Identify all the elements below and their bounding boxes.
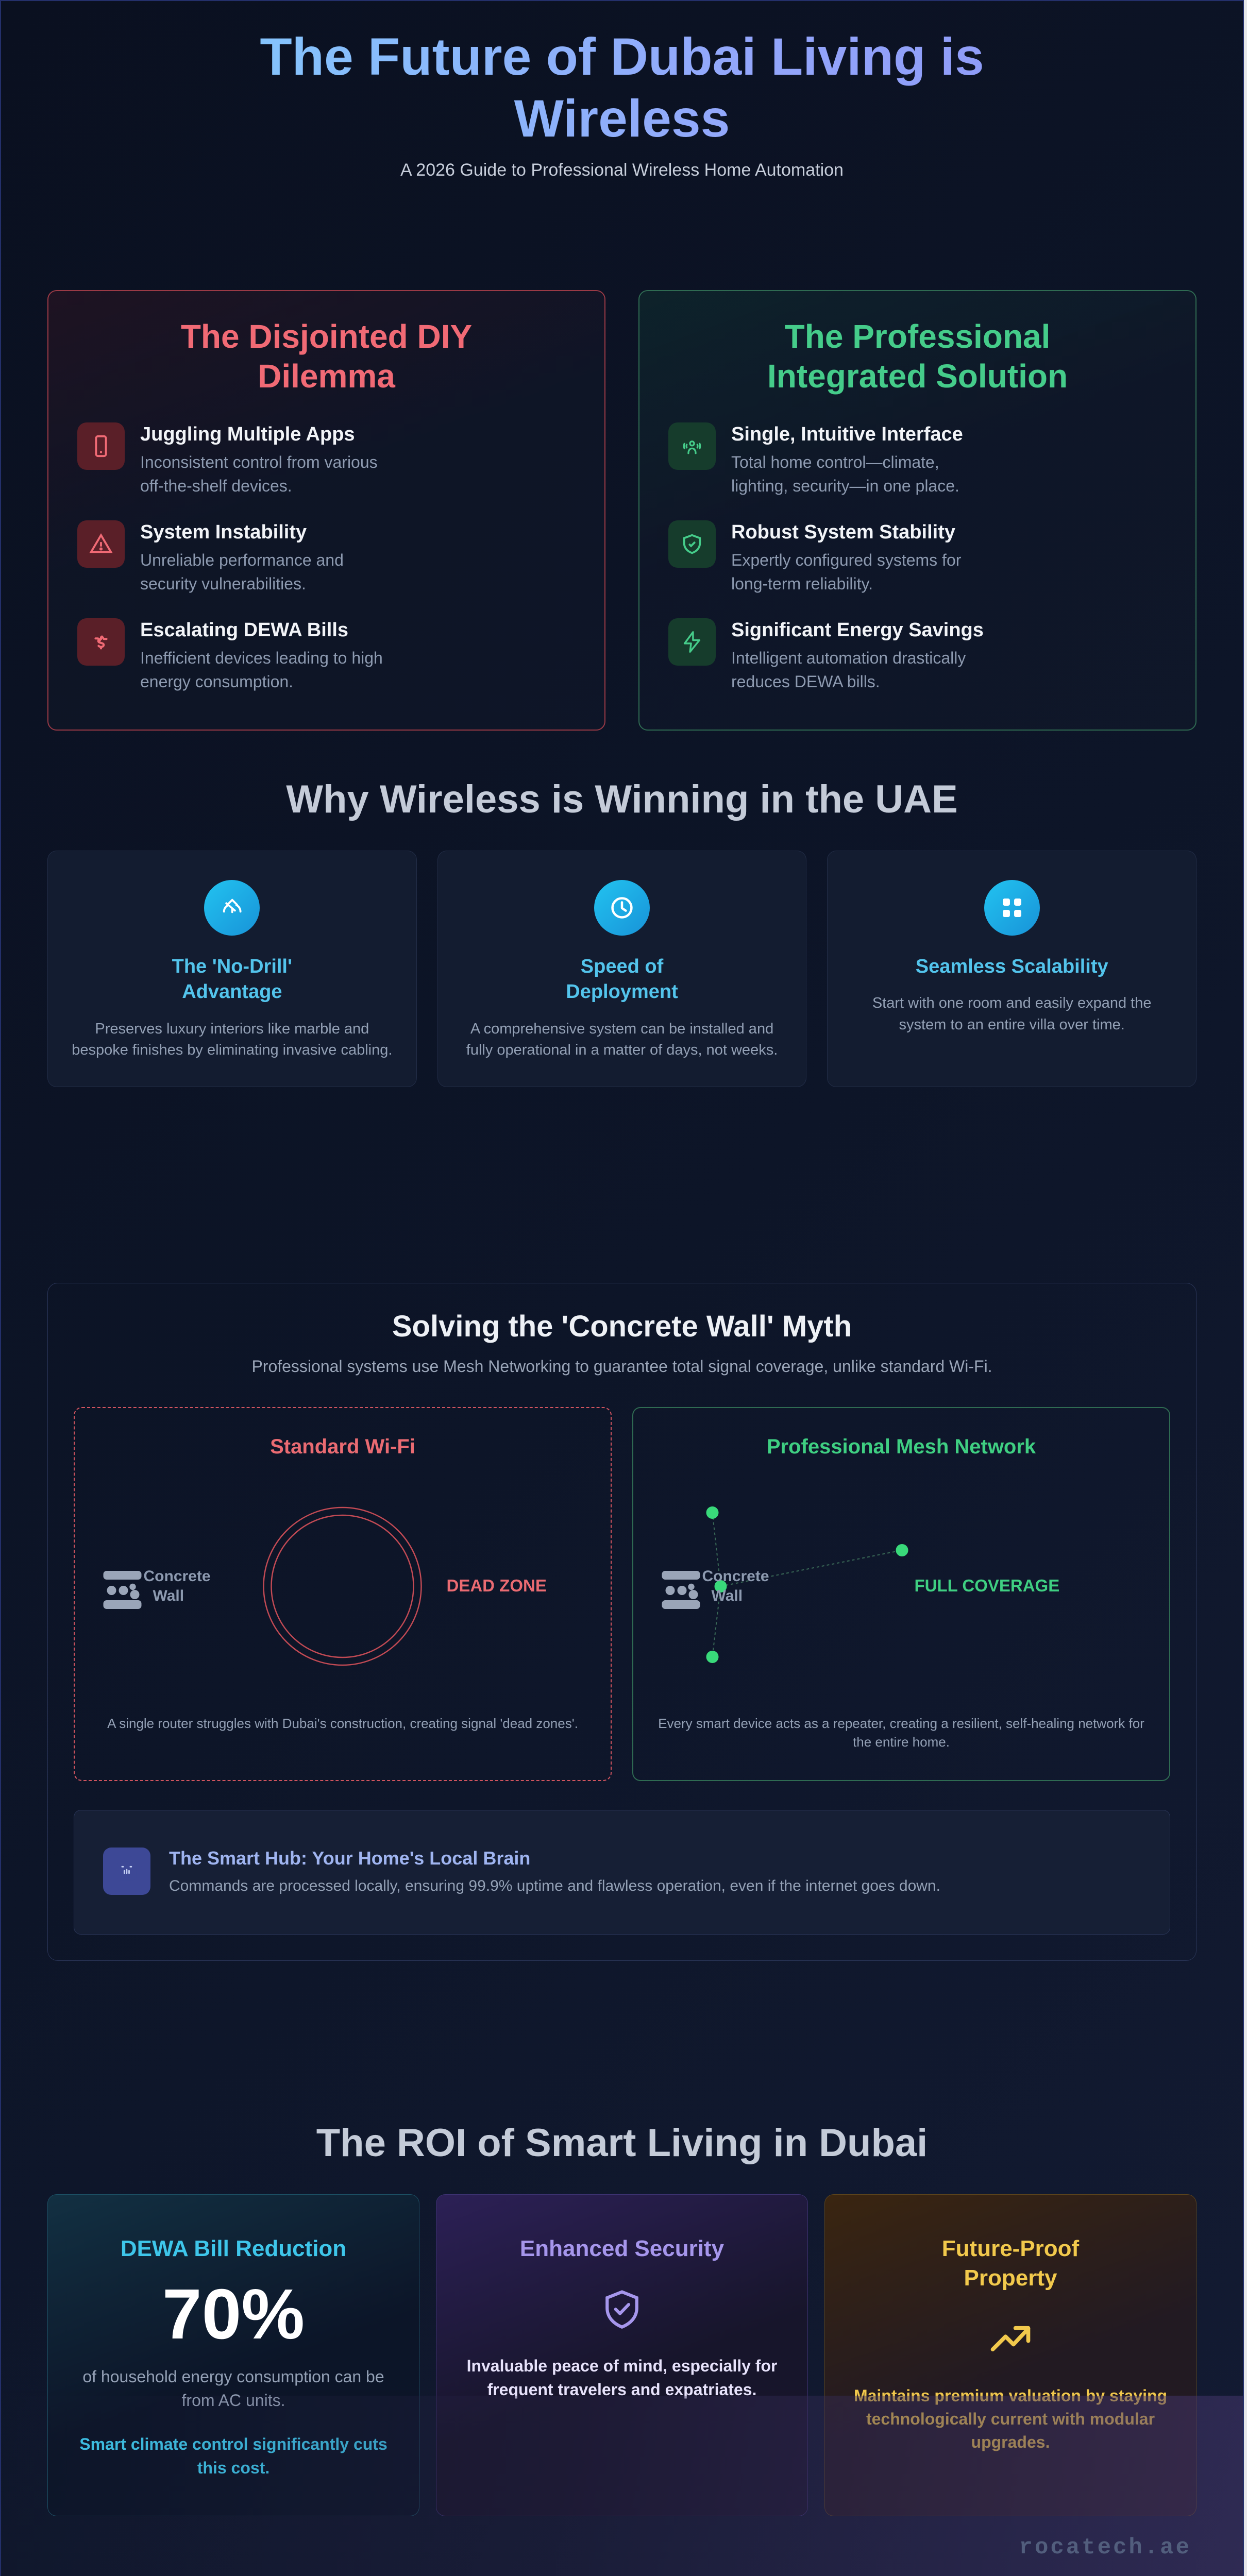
svg-text:Wall: Wall [153, 1587, 184, 1604]
svg-text:Concrete: Concrete [702, 1568, 769, 1585]
svg-text:Concrete: Concrete [144, 1568, 211, 1585]
svg-text:FULL COVERAGE: FULL COVERAGE [915, 1576, 1060, 1595]
svg-text:Wall: Wall [712, 1587, 743, 1604]
svg-text:DEAD ZONE: DEAD ZONE [447, 1576, 547, 1595]
